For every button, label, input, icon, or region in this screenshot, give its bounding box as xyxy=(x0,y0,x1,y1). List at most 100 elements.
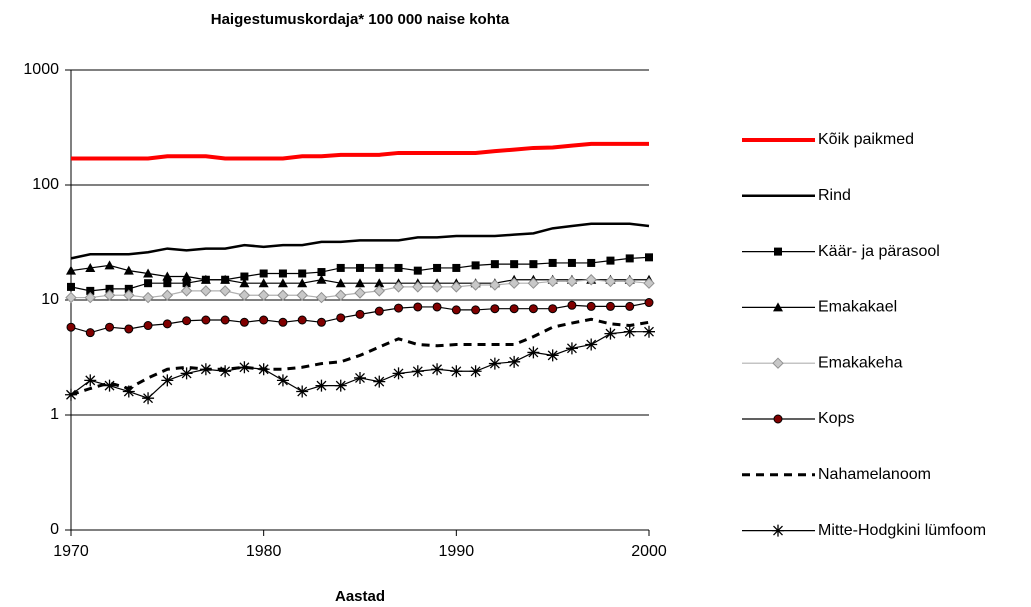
marker xyxy=(585,274,597,286)
marker xyxy=(103,379,116,392)
x-tick-label: 2000 xyxy=(631,543,667,560)
marker xyxy=(548,258,557,267)
marker xyxy=(527,346,540,359)
marker xyxy=(336,313,346,323)
marker xyxy=(450,365,463,378)
marker xyxy=(66,265,76,275)
marker xyxy=(644,298,654,308)
marker xyxy=(258,278,269,288)
marker xyxy=(510,260,519,269)
marker xyxy=(257,289,270,301)
marker xyxy=(317,268,326,277)
marker xyxy=(143,268,154,278)
marker xyxy=(394,263,403,272)
marker xyxy=(392,367,405,380)
marker xyxy=(297,315,307,325)
marker xyxy=(625,254,634,263)
marker xyxy=(431,281,443,293)
marker xyxy=(238,289,251,301)
marker xyxy=(335,278,346,288)
marker xyxy=(143,321,153,331)
marker xyxy=(336,263,345,272)
marker xyxy=(374,278,385,288)
marker xyxy=(259,315,269,325)
marker xyxy=(105,322,115,332)
marker xyxy=(162,271,173,281)
marker xyxy=(490,260,499,269)
marker xyxy=(605,301,615,311)
legend-label: Rind xyxy=(818,187,851,204)
marker xyxy=(471,261,480,270)
marker xyxy=(373,375,386,388)
marker xyxy=(452,263,461,272)
marker xyxy=(586,301,596,311)
marker xyxy=(65,291,77,304)
legend-label: Kops xyxy=(818,410,854,427)
marker xyxy=(84,374,97,387)
marker xyxy=(278,317,288,327)
marker xyxy=(239,317,249,327)
marker xyxy=(625,301,635,311)
x-tick-label: 1990 xyxy=(439,543,475,560)
marker xyxy=(335,289,347,301)
marker xyxy=(200,274,211,284)
marker xyxy=(375,263,384,272)
marker xyxy=(85,262,96,272)
marker xyxy=(182,316,192,326)
marker xyxy=(604,327,617,340)
marker xyxy=(201,315,211,325)
marker xyxy=(277,289,289,301)
marker xyxy=(199,363,212,376)
marker xyxy=(315,291,328,304)
marker xyxy=(142,392,155,405)
marker xyxy=(124,284,133,293)
marker xyxy=(103,289,116,301)
marker xyxy=(66,322,76,332)
marker xyxy=(298,269,307,278)
marker xyxy=(219,365,232,378)
marker xyxy=(124,324,134,334)
y-tick-label: 0 xyxy=(50,521,59,538)
chart-title: Haigestumuskordaja* 100 000 naise kohta xyxy=(211,11,510,28)
marker xyxy=(316,317,326,327)
marker xyxy=(528,304,538,314)
marker xyxy=(374,306,384,316)
marker xyxy=(355,278,365,288)
marker xyxy=(567,258,576,267)
marker xyxy=(84,291,96,304)
marker xyxy=(315,379,328,392)
marker xyxy=(624,275,636,288)
marker xyxy=(238,361,251,374)
marker xyxy=(65,388,77,401)
x-tick-label: 1980 xyxy=(246,543,282,560)
marker xyxy=(471,305,481,315)
marker xyxy=(509,304,519,314)
marker xyxy=(278,269,287,278)
series-line xyxy=(70,317,650,397)
marker xyxy=(623,325,636,338)
marker xyxy=(181,271,192,281)
marker xyxy=(161,289,174,301)
marker xyxy=(162,319,172,329)
marker xyxy=(394,303,404,313)
marker xyxy=(105,284,114,293)
marker xyxy=(144,279,153,288)
marker xyxy=(276,374,289,387)
marker xyxy=(643,325,655,338)
marker xyxy=(239,278,250,288)
marker xyxy=(548,304,558,314)
marker xyxy=(645,253,653,262)
series-line xyxy=(71,141,649,161)
marker xyxy=(565,342,578,355)
marker xyxy=(122,385,135,398)
marker xyxy=(546,349,559,362)
y-tick-label: 1 xyxy=(50,406,59,423)
marker xyxy=(451,305,461,315)
marker xyxy=(123,289,135,301)
marker xyxy=(412,281,424,293)
marker xyxy=(355,309,365,319)
series-line xyxy=(70,331,649,399)
marker xyxy=(104,260,115,270)
